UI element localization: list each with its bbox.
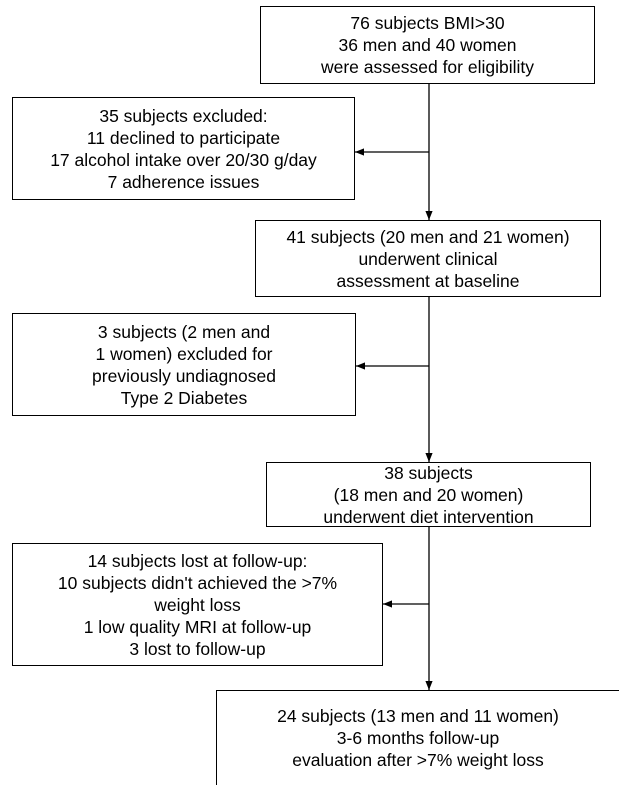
box-text-line: 14 subjects lost at follow-up: — [87, 550, 308, 571]
box-text-line: assessment at baseline — [336, 270, 520, 291]
box-text-line: 1 women) excluded for — [95, 343, 273, 364]
box-text-line: 24 subjects (13 men and 11 women) — [277, 706, 559, 726]
box-text-line: evaluation after >7% weight loss — [292, 750, 544, 770]
box-excluded-eligibility: 35 subjects excluded: 11 declined to par… — [12, 97, 355, 200]
box-text-line: 35 subjects excluded: — [99, 105, 268, 126]
box-text-line: 41 subjects (20 men and 21 women) — [286, 226, 570, 247]
box-diet-intervention: 38 subjects (18 men and 20 women) underw… — [266, 462, 591, 527]
box-baseline-assessment: 41 subjects (20 men and 21 women) underw… — [255, 220, 601, 297]
box-text-line: 3 lost to follow-up — [129, 638, 266, 659]
box-lost-at-followup: 14 subjects lost at follow-up: 10 subjec… — [12, 543, 383, 666]
box-text-line: 11 declined to participate — [86, 127, 281, 148]
box-text-line: 36 men and 40 women — [338, 35, 517, 55]
box-text-line: weight loss — [154, 594, 241, 615]
box-text-line: 7 adherence issues — [107, 171, 260, 192]
box-text-line: 38 subjects — [384, 462, 473, 483]
box-text-line: underwent diet intervention — [323, 506, 534, 527]
box-text-line: (18 men and 20 women) — [333, 484, 524, 505]
box-final-followup: 24 subjects (13 men and 11 women) 3-6 mo… — [216, 690, 619, 785]
box-text-line: 10 subjects didn't achieved the >7% — [57, 572, 338, 593]
box-text-line: Type 2 Diabetes — [120, 387, 248, 408]
box-excluded-diabetes: 3 subjects (2 men and 1 women) excluded … — [12, 313, 356, 416]
box-text-line: 17 alcohol intake over 20/30 g/day — [50, 149, 317, 170]
box-text-line: 76 subjects BMI>30 — [350, 13, 505, 33]
box-text-line: were assessed for eligibility — [320, 57, 534, 77]
box-text-line: 1 low quality MRI at follow-up — [83, 616, 312, 637]
box-text-line: 3 subjects (2 men and — [97, 321, 271, 342]
box-text-line: 3-6 months follow-up — [336, 728, 500, 748]
box-assessed-for-eligibility: 76 subjects BMI>30 36 men and 40 women w… — [260, 6, 595, 84]
box-text-line: previously undiagnosed — [92, 365, 276, 386]
box-text-line: underwent clinical — [358, 248, 498, 269]
